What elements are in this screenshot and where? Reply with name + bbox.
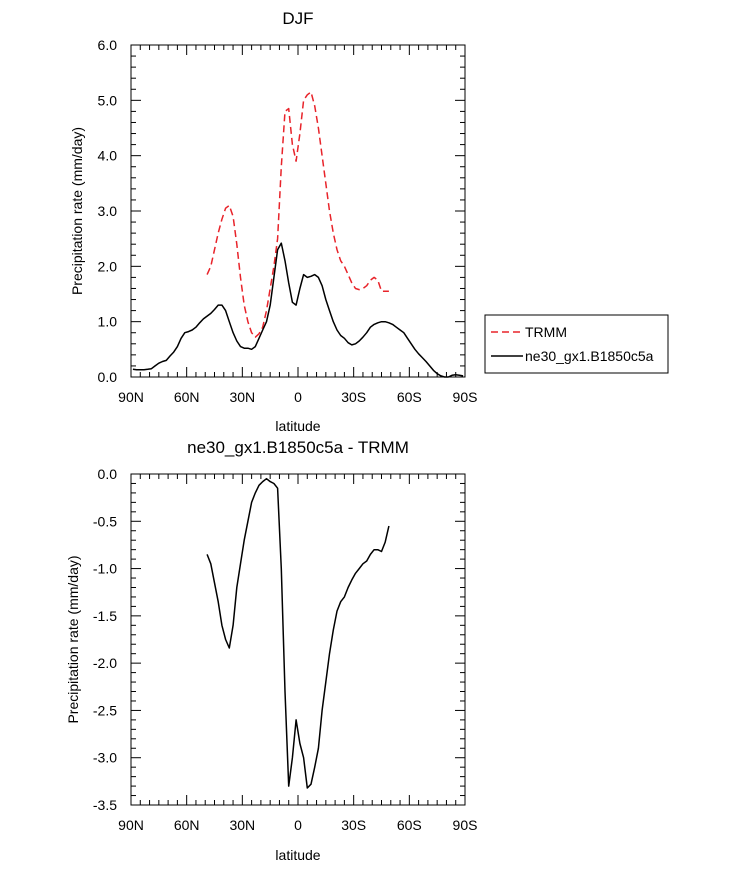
x-axis-label: latitude bbox=[275, 418, 320, 434]
y-tick-label: 1.0 bbox=[98, 314, 118, 330]
x-tick-label: 60S bbox=[397, 817, 422, 833]
chart-title: ne30_gx1.B1850c5a - TRMM bbox=[187, 438, 409, 457]
y-tick-label: 5.0 bbox=[98, 92, 118, 108]
y-tick-label: -1.0 bbox=[93, 561, 117, 577]
legend-entry: TRMM bbox=[525, 324, 567, 340]
y-tick-label: -3.0 bbox=[93, 750, 117, 766]
legend-entry: ne30_gx1.B1850c5a bbox=[525, 348, 654, 364]
x-tick-label: 60N bbox=[174, 389, 200, 405]
x-tick-label: 30N bbox=[229, 817, 255, 833]
x-tick-label: 60N bbox=[174, 817, 200, 833]
y-tick-label: -3.5 bbox=[93, 797, 117, 813]
x-axis-label: latitude bbox=[275, 847, 320, 863]
x-tick-label: 90S bbox=[453, 817, 478, 833]
y-tick-label: -0.5 bbox=[93, 513, 117, 529]
x-tick-label: 30S bbox=[341, 389, 366, 405]
y-axis-label: Precipitation rate (mm/day) bbox=[69, 127, 85, 295]
y-tick-label: 6.0 bbox=[98, 37, 118, 53]
x-tick-label: 0 bbox=[294, 817, 302, 833]
chart-title: DJF bbox=[282, 9, 313, 28]
y-axis-label: Precipitation rate (mm/day) bbox=[65, 555, 81, 723]
x-tick-label: 90N bbox=[118, 817, 144, 833]
x-tick-label: 0 bbox=[294, 389, 302, 405]
y-tick-label: -2.5 bbox=[93, 702, 117, 718]
y-tick-label: 3.0 bbox=[98, 203, 118, 219]
y-tick-label: 0.0 bbox=[98, 466, 118, 482]
x-tick-label: 30S bbox=[341, 817, 366, 833]
x-tick-label: 90N bbox=[118, 389, 144, 405]
series-line-model bbox=[132, 242, 464, 378]
x-tick-label: 60S bbox=[397, 389, 422, 405]
y-tick-label: -1.5 bbox=[93, 608, 117, 624]
y-tick-label: 4.0 bbox=[98, 148, 118, 164]
legend-box bbox=[484, 314, 669, 374]
x-tick-label: 90S bbox=[453, 389, 478, 405]
x-tick-label: 30N bbox=[229, 389, 255, 405]
series-line-trmm bbox=[206, 91, 389, 338]
series-line-model bbox=[206, 477, 390, 789]
y-tick-label: 2.0 bbox=[98, 258, 118, 274]
y-tick-label: -2.0 bbox=[93, 655, 117, 671]
y-tick-label: 0.0 bbox=[98, 369, 118, 385]
